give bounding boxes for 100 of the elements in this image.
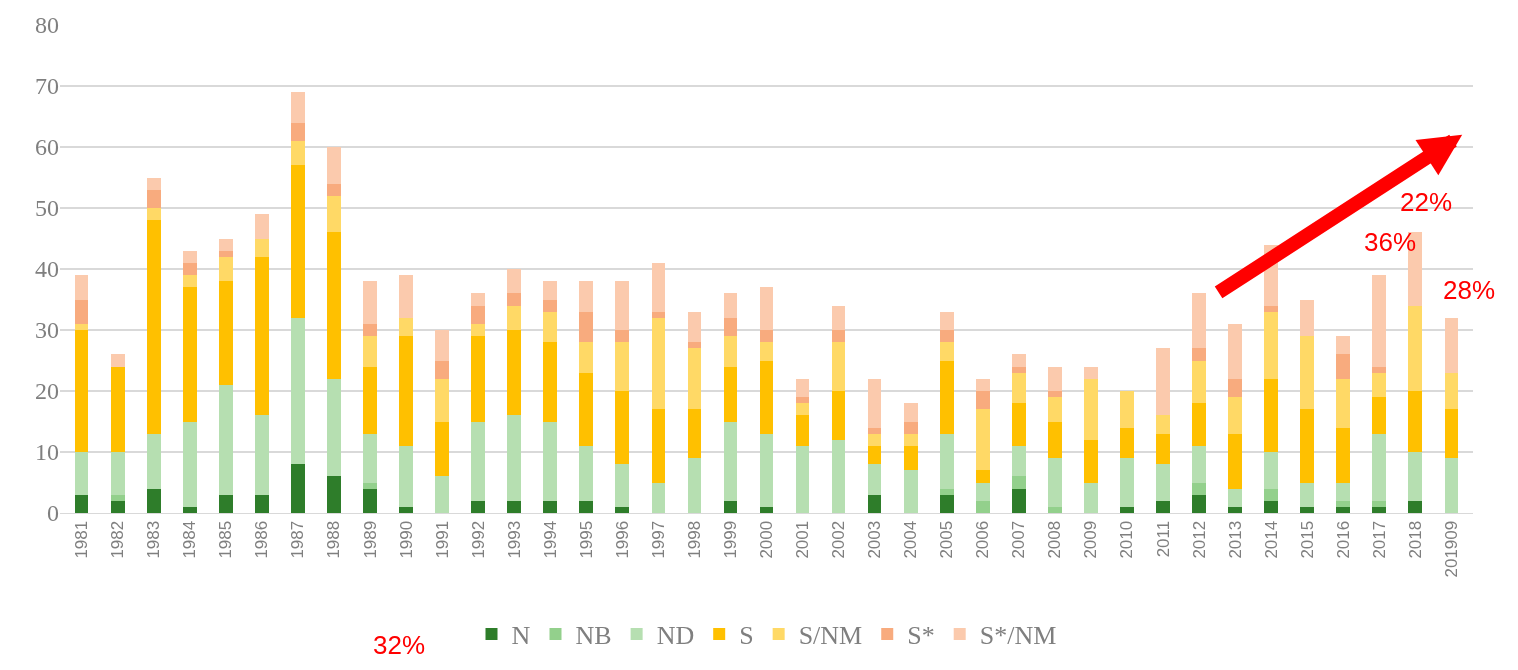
bar bbox=[687, 311, 702, 343]
y-tick-label: 0 bbox=[47, 500, 59, 527]
bar bbox=[759, 330, 774, 343]
x-tick-label: 1997 bbox=[648, 520, 668, 559]
bar bbox=[759, 433, 774, 507]
bar bbox=[867, 378, 882, 428]
legend-label: ND bbox=[656, 621, 695, 651]
x-tick-label: 2002 bbox=[829, 520, 849, 559]
bar bbox=[110, 354, 125, 367]
bar bbox=[939, 360, 954, 434]
bar bbox=[435, 360, 449, 379]
x-tick-label: 2005 bbox=[937, 520, 957, 559]
text: 32% bbox=[373, 630, 426, 660]
x-tick-label: 1990 bbox=[396, 520, 416, 559]
bar bbox=[543, 311, 558, 343]
bar bbox=[795, 378, 810, 398]
bar bbox=[327, 476, 341, 513]
bar bbox=[939, 311, 954, 330]
bar bbox=[1300, 482, 1315, 507]
bar bbox=[615, 281, 630, 330]
annotation: 22% bbox=[1400, 187, 1453, 217]
bar bbox=[1300, 336, 1315, 410]
bar bbox=[435, 476, 449, 513]
bar bbox=[218, 238, 233, 251]
bar bbox=[795, 415, 810, 446]
bar bbox=[975, 470, 990, 483]
bar bbox=[1264, 378, 1278, 452]
bar bbox=[1192, 403, 1206, 446]
bar bbox=[1408, 452, 1423, 501]
bar bbox=[903, 445, 918, 471]
bar bbox=[903, 403, 918, 422]
bar bbox=[543, 299, 558, 312]
x-tick-label: 2008 bbox=[1045, 520, 1065, 559]
bar bbox=[182, 287, 197, 422]
bar bbox=[795, 445, 810, 513]
x-tick-label: 1994 bbox=[540, 520, 560, 559]
bar bbox=[939, 330, 954, 343]
bar bbox=[110, 500, 125, 513]
bar bbox=[975, 391, 990, 410]
x-tick-label: 1989 bbox=[360, 520, 380, 559]
bar bbox=[651, 317, 666, 410]
x-tick-label: 2013 bbox=[1225, 520, 1245, 559]
bar bbox=[255, 238, 269, 257]
bar bbox=[74, 330, 89, 452]
bar bbox=[651, 262, 666, 312]
x-tick-label: 2015 bbox=[1297, 520, 1317, 559]
bar bbox=[1192, 348, 1206, 361]
bar bbox=[146, 220, 161, 434]
bar bbox=[146, 208, 161, 221]
bar bbox=[939, 342, 954, 361]
bar bbox=[1228, 488, 1242, 507]
bar bbox=[1336, 427, 1351, 483]
bar bbox=[1408, 305, 1423, 391]
x-tick-label: 2016 bbox=[1333, 520, 1353, 559]
bar bbox=[651, 311, 666, 318]
bar bbox=[687, 342, 702, 349]
bar bbox=[1120, 506, 1134, 513]
bar bbox=[291, 317, 305, 465]
bar bbox=[327, 232, 341, 379]
bar bbox=[975, 378, 990, 391]
bar bbox=[1372, 397, 1387, 434]
bar bbox=[579, 311, 594, 343]
bar bbox=[1048, 397, 1062, 422]
bar bbox=[1336, 500, 1351, 507]
bar bbox=[1084, 439, 1098, 483]
legend-label: S*/NM bbox=[979, 621, 1057, 651]
bar bbox=[291, 140, 305, 166]
bar bbox=[291, 122, 305, 141]
bar bbox=[399, 445, 413, 507]
bar bbox=[110, 366, 125, 452]
x-tick-label: 2003 bbox=[865, 520, 885, 559]
bar bbox=[507, 500, 522, 513]
bar bbox=[1156, 500, 1170, 513]
bar bbox=[1011, 403, 1026, 446]
legend-label: S* bbox=[907, 621, 935, 651]
bar bbox=[867, 494, 882, 513]
bar bbox=[759, 506, 774, 513]
bar bbox=[723, 500, 738, 513]
x-tick-label: 2018 bbox=[1405, 520, 1425, 559]
x-tick-label: 1988 bbox=[324, 520, 344, 559]
bar bbox=[1228, 323, 1242, 379]
bar bbox=[975, 500, 990, 513]
bar bbox=[1084, 378, 1098, 440]
y-tick-label: 60 bbox=[35, 134, 59, 161]
bar bbox=[1011, 445, 1026, 477]
bar bbox=[1084, 482, 1098, 513]
bar bbox=[471, 500, 485, 513]
x-tick-label: 2007 bbox=[1009, 520, 1029, 559]
x-tick-label: 1987 bbox=[288, 520, 308, 559]
bar bbox=[110, 494, 125, 501]
annotation: 28% bbox=[1443, 275, 1496, 305]
x-tick-label: 2000 bbox=[757, 520, 777, 559]
bar bbox=[831, 330, 846, 343]
bar bbox=[1192, 445, 1206, 483]
bar bbox=[1372, 372, 1387, 398]
bar bbox=[1228, 506, 1242, 513]
bar bbox=[1192, 482, 1206, 495]
bar bbox=[327, 147, 341, 184]
x-tick-label: 2012 bbox=[1189, 520, 1209, 559]
bar bbox=[759, 360, 774, 434]
